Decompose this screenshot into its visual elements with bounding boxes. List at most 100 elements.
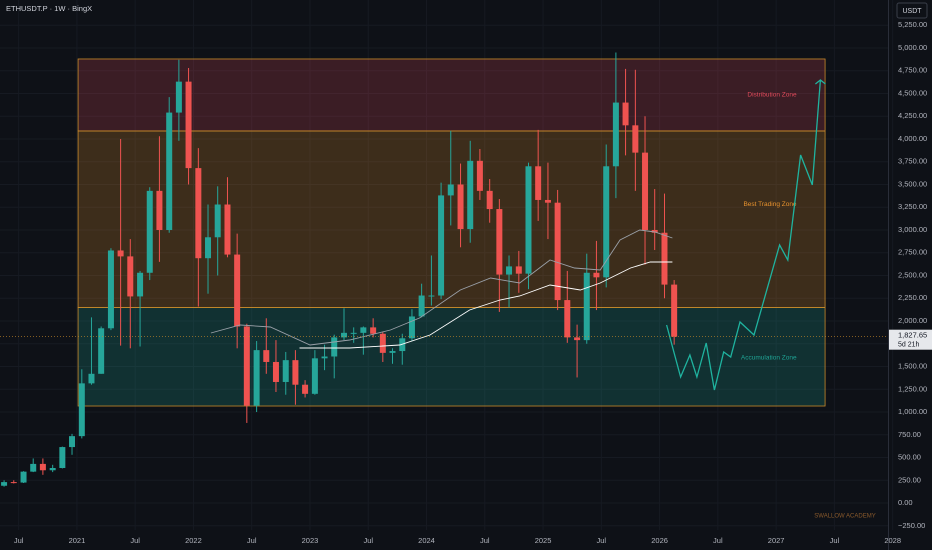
x-tick-label: Jul: [480, 536, 490, 545]
watermark: SWALLOW ACADEMY: [814, 514, 875, 520]
candle-body: [253, 350, 260, 406]
y-tick-label: 5,000.00: [898, 43, 927, 52]
y-tick-label: 1,000.00: [898, 407, 927, 416]
candle-body: [574, 337, 581, 341]
x-tick-label: Jul: [14, 536, 24, 545]
candle-body: [59, 447, 66, 468]
x-tick-label: Jul: [130, 536, 140, 545]
candle-body: [137, 272, 144, 297]
candle-body: [263, 350, 270, 362]
candle-body: [379, 333, 386, 353]
candle-body: [224, 204, 231, 255]
candle-body: [476, 160, 483, 191]
candle-body: [612, 102, 619, 167]
y-tick-label: 1,500.00: [898, 361, 927, 370]
candle-body: [282, 360, 289, 382]
candle-body: [457, 184, 464, 230]
y-tick-label: 3,500.00: [898, 179, 927, 188]
candle-body: [389, 351, 396, 353]
candle-body: [603, 166, 610, 278]
y-tick-label: 3,000.00: [898, 225, 927, 234]
candle-body: [632, 125, 639, 153]
y-tick-label: 2,250.00: [898, 293, 927, 302]
candle-body: [447, 184, 454, 196]
countdown: 5d 21h: [898, 342, 920, 349]
candle-body: [583, 272, 590, 341]
candle-body: [408, 316, 415, 339]
x-tick-label: 2028: [884, 536, 901, 545]
candle-body: [292, 360, 299, 385]
candle-body: [205, 237, 212, 259]
y-tick-label: 3,250.00: [898, 202, 927, 211]
candle-body: [554, 202, 561, 301]
x-tick-label: Jul: [363, 536, 373, 545]
currency[interactable]: USDT: [902, 8, 922, 15]
y-tick-label: 4,500.00: [898, 88, 927, 97]
candle-body: [49, 467, 56, 471]
candle-body: [399, 338, 406, 352]
candle-body: [272, 361, 279, 382]
candle-body: [341, 332, 348, 338]
candle-body: [234, 254, 241, 327]
candle-body: [10, 482, 17, 484]
y-tick-label: 5,250.00: [898, 20, 927, 29]
y-tick-label: 2,000.00: [898, 316, 927, 325]
candle-body: [544, 199, 551, 203]
candle-body: [661, 232, 668, 285]
candle-body: [302, 384, 309, 394]
candle-body: [98, 328, 105, 374]
y-tick-label: 1,250.00: [898, 384, 927, 393]
zone: [77, 58, 826, 132]
candle-body: [214, 204, 221, 238]
x-tick-label: 2022: [185, 536, 202, 545]
x-tick-label: 2027: [768, 536, 785, 545]
candle-body: [69, 436, 76, 448]
zone-label: Best Trading Zone: [743, 201, 796, 208]
candle-body: [525, 166, 532, 274]
candle-body: [467, 160, 474, 230]
x-tick-label: Jul: [247, 536, 257, 545]
candle-body: [506, 266, 513, 275]
y-tick-label: −250.00: [898, 521, 925, 530]
candle-body: [88, 373, 95, 384]
candle-body: [564, 300, 571, 338]
zones: Distribution Zone Best Trading Zone Accumu…: [77, 58, 826, 407]
candles: [1, 52, 678, 487]
candle-body: [593, 272, 600, 278]
candle-body: [438, 195, 445, 296]
y-tick-label: 2,500.00: [898, 270, 927, 279]
y-tick-label: 250.00: [898, 475, 921, 484]
candle-body: [331, 337, 338, 357]
x-tick-label: Jul: [597, 536, 607, 545]
candle-body: [1, 482, 8, 486]
candle-body: [166, 112, 173, 230]
candle-body: [496, 209, 503, 275]
candle-body: [428, 295, 435, 297]
price-label-box: [889, 329, 932, 350]
candle-body: [515, 266, 522, 274]
x-tick-label: 2025: [535, 536, 552, 545]
zone-label: Accumulation Zone: [741, 354, 797, 361]
candle-body: [486, 190, 493, 210]
candle-body: [622, 102, 629, 126]
y-tick-label: 2,750.00: [898, 248, 927, 257]
x-tick-label: 2024: [418, 536, 435, 545]
candle-body: [350, 332, 357, 334]
candle-body: [370, 327, 377, 334]
x-tick-label: Jul: [713, 536, 723, 545]
candle-body: [360, 327, 367, 333]
y-tick-label: 0.00: [898, 498, 913, 507]
grid: [0, 0, 894, 530]
x-tick-label: 2023: [302, 536, 319, 545]
candle-body: [146, 190, 153, 273]
candle-body: [418, 295, 425, 317]
line-series: [665, 79, 822, 391]
y-tick-label: 500.00: [898, 453, 921, 462]
currency-box[interactable]: [896, 2, 928, 19]
x-tick-label: 2021: [69, 536, 86, 545]
candle-body: [175, 81, 182, 113]
line-series: [299, 261, 673, 349]
candle-body: [107, 250, 114, 329]
zone: [77, 307, 826, 407]
